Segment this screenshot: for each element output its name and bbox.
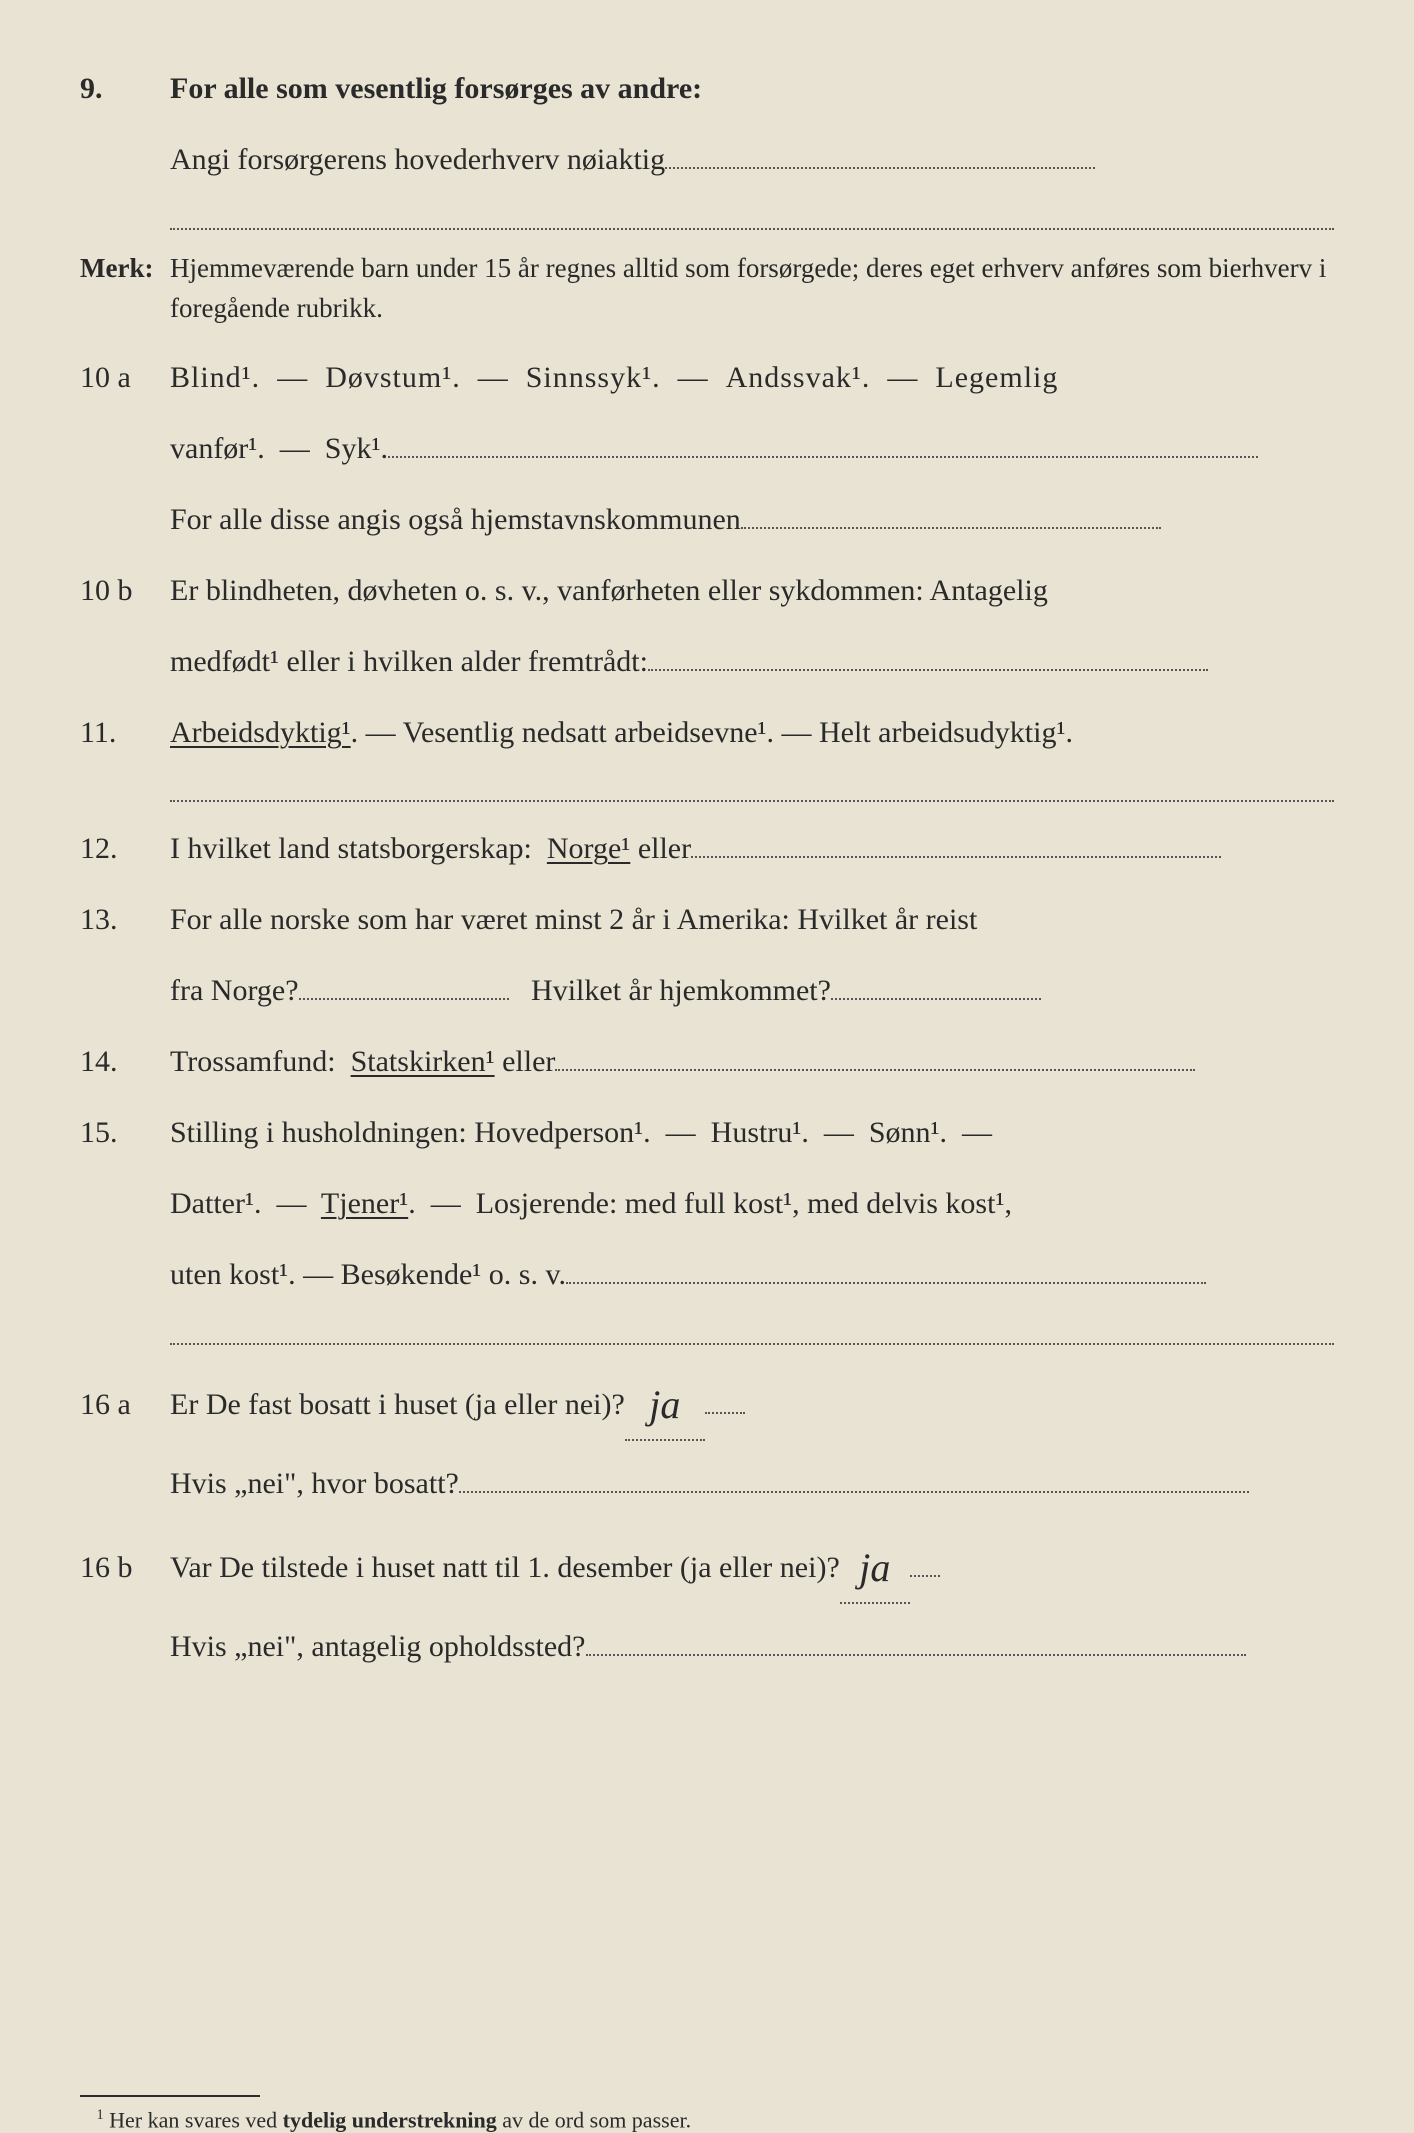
footnote-text2: av de ord som passer.	[497, 2107, 691, 2132]
q11-number: 11.	[80, 704, 170, 761]
q9-fill-line[interactable]	[665, 167, 1095, 169]
q15-row3: uten kost¹. — Besøkende¹ o. s. v.	[80, 1246, 1334, 1303]
merk-label: Merk:	[80, 248, 170, 289]
q10a-fill-line2[interactable]	[741, 527, 1161, 529]
q9-title-row: 9. For alle som vesentlig forsørges av a…	[80, 60, 1334, 117]
q16a-q1: Er De fast bosatt i huset (ja eller nei)…	[170, 1388, 625, 1421]
q13-q1: fra Norge?	[170, 974, 299, 1007]
q12-number: 12.	[80, 820, 170, 877]
q11-opt3[interactable]: Helt arbeidsudyktig¹.	[819, 716, 1073, 749]
q15-line2b[interactable]: Losjerende: med full kost¹, med delvis k…	[476, 1187, 1012, 1220]
census-form-page: 9. For alle som vesentlig forsørges av a…	[0, 0, 1414, 2048]
q9-title: For alle som vesentlig forsørges av andr…	[170, 60, 1334, 117]
q12-opt-norge[interactable]: Norge¹	[547, 832, 630, 865]
q15-opt-hustru[interactable]: Hustru¹.	[711, 1116, 809, 1149]
footnote-text1: Her kan svares ved	[109, 2107, 283, 2132]
q12-fill-line[interactable]	[691, 856, 1221, 858]
q15-number: 15.	[80, 1104, 170, 1161]
q16b-row2: Hvis „nei", antagelig opholdssted?	[80, 1618, 1334, 1675]
q10a-row3: For alle disse angis også hjemstavnskomm…	[80, 491, 1334, 548]
q10a-opt-syk[interactable]: Syk¹.	[325, 432, 388, 465]
q10a-row2: vanfør¹. — Syk¹.	[80, 420, 1334, 477]
q10a-opt-sinnssyk[interactable]: Sinnssyk¹.	[526, 361, 661, 394]
q15-text1[interactable]: Stilling i husholdningen: Hovedperson¹.	[170, 1116, 651, 1149]
q16a-row1: 16 a Er De fast bosatt i huset (ja eller…	[80, 1363, 1334, 1441]
q10a-fill-line[interactable]	[388, 456, 1258, 458]
merk-text: Hjemmeværende barn under 15 år regnes al…	[170, 248, 1334, 329]
q10b-line1: Er blindheten, døvheten o. s. v., vanfør…	[170, 562, 1334, 619]
q14-text1: Trossamfund:	[170, 1045, 336, 1078]
q12-text2: eller	[638, 832, 691, 865]
q10a-row1: 10 a Blind¹. — Døvstum¹. — Sinnssyk¹. — …	[80, 349, 1334, 406]
q11-opt2[interactable]: Vesentlig nedsatt arbeidsevne¹.	[403, 716, 774, 749]
q11-fill-line[interactable]	[170, 775, 1334, 803]
q16a-answer1[interactable]: ja	[625, 1363, 705, 1441]
q13-number: 13.	[80, 891, 170, 948]
q11-row: 11. Arbeidsdyktig¹. — Vesentlig nedsatt …	[80, 704, 1334, 761]
q16a-answer1-value: ja	[649, 1382, 680, 1427]
q10b-line2-text: medfødt¹ eller i hvilken alder fremtrådt…	[170, 645, 648, 678]
q15-fill-line[interactable]	[566, 1282, 1206, 1284]
q16b-answer1[interactable]: ja	[840, 1526, 910, 1604]
q16a-number: 16 a	[80, 1376, 170, 1433]
q15-row2: Datter¹. — Tjener¹. — Losjerende: med fu…	[80, 1175, 1334, 1232]
q16b-q2: Hvis „nei", antagelig opholdssted?	[170, 1630, 586, 1663]
q10b-number: 10 b	[80, 562, 170, 619]
q13-line1: For alle norske som har været minst 2 år…	[170, 891, 1334, 948]
q12-row: 12. I hvilket land statsborgerskap: Norg…	[80, 820, 1334, 877]
q13-row2: fra Norge? Hvilket år hjemkommet?	[80, 962, 1334, 1019]
q16b-number: 16 b	[80, 1539, 170, 1596]
q14-row: 14. Trossamfund: Statskirken¹ eller	[80, 1033, 1334, 1090]
q10a-opt-vanfor[interactable]: vanfør¹.	[170, 432, 265, 465]
footnote-rule	[80, 2095, 260, 2097]
q15-line3[interactable]: uten kost¹. — Besøkende¹ o. s. v.	[170, 1258, 566, 1291]
q13-q2: Hvilket år hjemkommet?	[531, 974, 831, 1007]
q16b-row1: 16 b Var De tilstede i huset natt til 1.…	[80, 1526, 1334, 1604]
q13-fill2[interactable]	[831, 998, 1041, 1000]
merk-row: Merk: Hjemmeværende barn under 15 år reg…	[80, 248, 1334, 329]
q10b-row2: medfødt¹ eller i hvilken alder fremtrådt…	[80, 633, 1334, 690]
q16b-fill2[interactable]	[586, 1654, 1246, 1656]
q11-opt1[interactable]: Arbeidsdyktig¹	[170, 716, 351, 749]
q12-text1: I hvilket land statsborgerskap:	[170, 832, 532, 865]
q13-row1: 13. For alle norske som har været minst …	[80, 891, 1334, 948]
q15-row1: 15. Stilling i husholdningen: Hovedperso…	[80, 1104, 1334, 1161]
q14-text2: eller	[502, 1045, 555, 1078]
q10a-opt-blind[interactable]: Blind¹.	[170, 361, 260, 394]
q9-fill-line2[interactable]	[170, 202, 1334, 230]
q16a-row2: Hvis „nei", hvor bosatt?	[80, 1455, 1334, 1512]
q10b-row1: 10 b Er blindheten, døvheten o. s. v., v…	[80, 562, 1334, 619]
q10a-opt-dovstum[interactable]: Døvstum¹.	[325, 361, 461, 394]
q14-opt-statskirken[interactable]: Statskirken¹	[351, 1045, 495, 1078]
footnote: 1 Her kan svares ved tydelig understrekn…	[80, 2107, 1334, 2133]
q9-line-text: Angi forsørgerens hovederhverv nøiaktig	[170, 143, 665, 176]
q10b-fill-line[interactable]	[648, 669, 1208, 671]
q16a-q2: Hvis „nei", hvor bosatt?	[170, 1467, 459, 1500]
q10a-number: 10 a	[80, 349, 170, 406]
q13-fill1[interactable]	[299, 998, 509, 1000]
q15-opt-datter[interactable]: Datter¹.	[170, 1187, 261, 1220]
q15-fill-line2[interactable]	[170, 1317, 1334, 1345]
q14-fill-line[interactable]	[555, 1069, 1195, 1071]
q9-number: 9.	[80, 60, 170, 117]
q10a-opt-legemlig[interactable]: Legemlig	[935, 361, 1058, 394]
q15-opt-sonn[interactable]: Sønn¹.	[869, 1116, 947, 1149]
q16b-answer1-value: ja	[859, 1545, 890, 1590]
q10a-line3-text: For alle disse angis også hjemstavnskomm…	[170, 503, 741, 536]
q16b-q1: Var De tilstede i huset natt til 1. dese…	[170, 1551, 840, 1584]
q10a-opt-andssvak[interactable]: Andssvak¹.	[726, 361, 871, 394]
q9-line-row: Angi forsørgerens hovederhverv nøiaktig	[80, 131, 1334, 188]
q14-number: 14.	[80, 1033, 170, 1090]
q15-opt-tjener[interactable]: Tjener¹	[321, 1187, 408, 1220]
footnote-marker: 1	[97, 2107, 104, 2123]
footnote-bold: tydelig understrekning	[283, 2107, 497, 2132]
q16a-fill2[interactable]	[459, 1491, 1249, 1493]
